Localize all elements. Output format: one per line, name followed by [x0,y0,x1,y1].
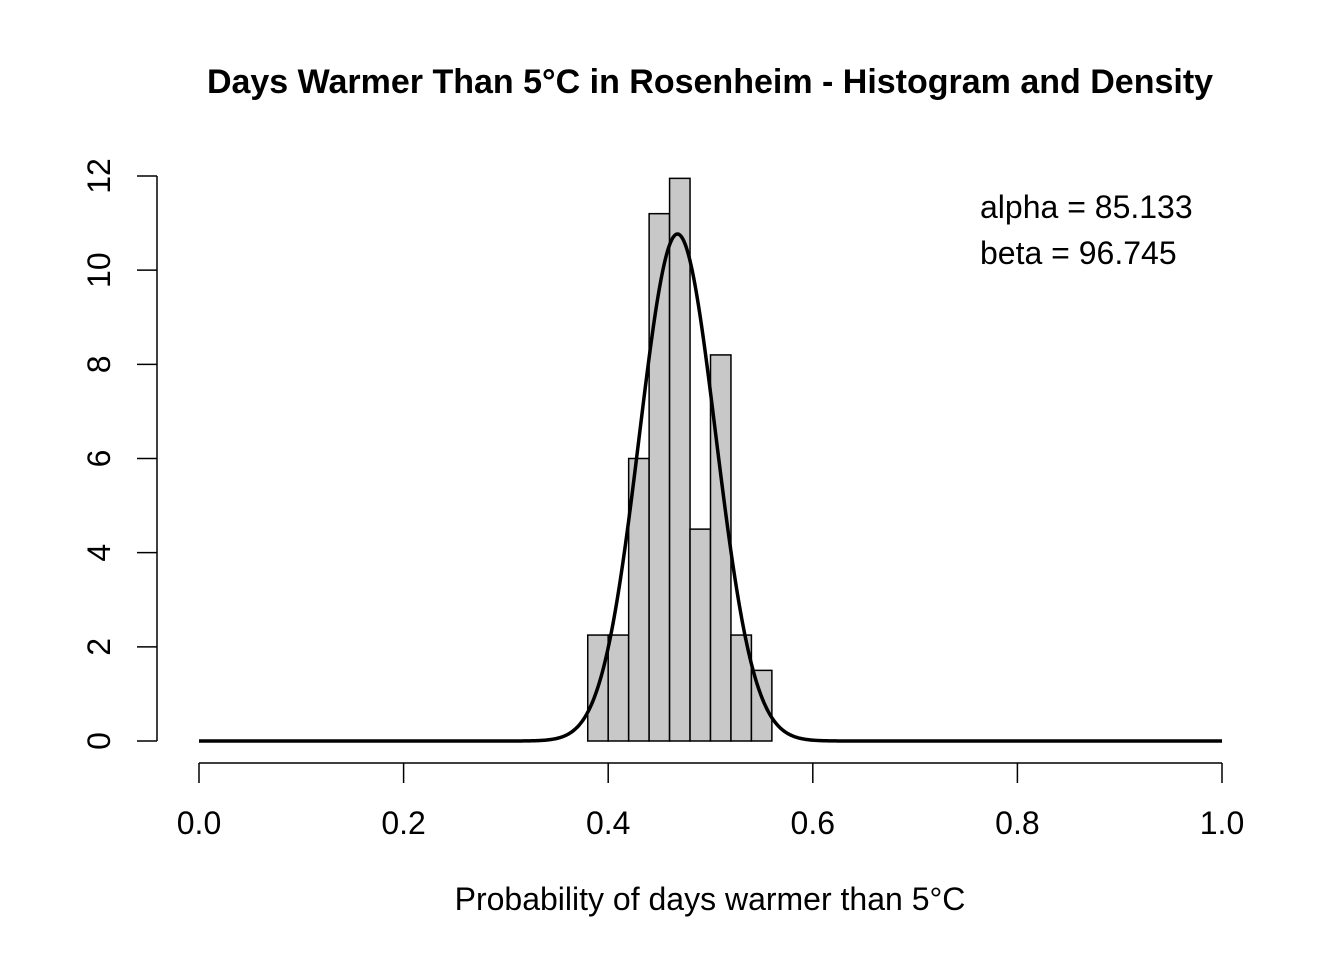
y-tick-label: 4 [81,544,117,562]
y-axis: 0 2 4 6 8 10 12 [81,158,158,750]
y-tick-label: 12 [81,158,117,194]
y-tick-label: 10 [81,252,117,288]
density-curve [199,232,1222,743]
histogram-bar [750,669,773,742]
annotation-alpha: alpha = 85.133 [980,189,1193,225]
x-tick-label: 0.4 [586,805,630,841]
histogram-bars [586,177,773,742]
x-tick-label: 0.6 [791,805,835,841]
annotation-beta: beta = 96.745 [980,235,1177,271]
x-tick-label: 0.2 [381,805,425,841]
x-tick-label: 0.8 [995,805,1039,841]
x-axis: 0.0 0.2 0.4 0.6 0.8 1.0 [177,762,1244,841]
histogram-bar [668,177,691,742]
histogram-bar [607,634,630,742]
x-tick-label: 1.0 [1200,805,1244,841]
y-tick-label: 6 [81,450,117,468]
histogram-bar [689,528,712,742]
x-tick-label: 0.0 [177,805,221,841]
y-tick-label: 2 [81,638,117,656]
y-tick-label: 8 [81,355,117,373]
y-tick-label: 0 [81,732,117,750]
chart-title: Days Warmer Than 5°C in Rosenheim - Hist… [207,63,1213,101]
x-axis-label: Probability of days warmer than 5°C [455,881,966,917]
